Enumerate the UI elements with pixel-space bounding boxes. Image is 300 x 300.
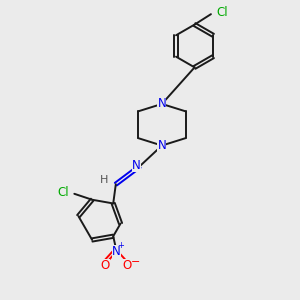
Text: Cl: Cl	[57, 186, 69, 199]
Text: O: O	[100, 259, 110, 272]
Text: N: N	[158, 98, 166, 110]
Text: O: O	[123, 259, 132, 272]
Text: +: +	[118, 241, 124, 250]
Text: Cl: Cl	[216, 6, 228, 19]
Text: N: N	[158, 139, 166, 152]
Text: −: −	[131, 257, 140, 267]
Text: H: H	[100, 175, 108, 185]
Text: N: N	[112, 245, 121, 258]
Text: N: N	[132, 159, 140, 172]
